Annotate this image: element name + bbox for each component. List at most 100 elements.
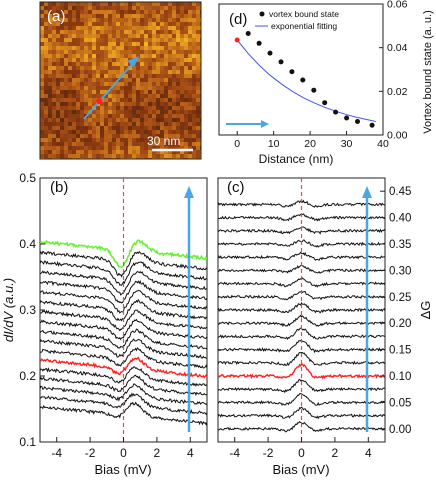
stm-pixel [140,122,144,126]
stm-pixel [84,106,88,110]
stm-pixel [152,54,156,58]
stm-pixel [108,138,112,142]
spectrum-curve [40,328,207,350]
stm-pixel [192,6,196,10]
stm-pixel [140,118,144,122]
stm-pixel [80,6,84,10]
stm-pixel [140,6,144,10]
stm-pixel [136,78,140,82]
stm-pixel [172,18,176,22]
stm-pixel [52,46,56,50]
stm-pixel [64,102,68,106]
stm-pixel [128,142,132,146]
stm-pixel [68,30,72,34]
stm-pixel [132,138,136,142]
spectrum-curve [218,302,385,314]
stm-pixel [52,10,56,14]
stm-pixel [160,70,164,74]
stm-pixel [152,106,156,110]
stm-pixel [52,106,56,110]
stm-pixel [124,90,128,94]
stm-pixel [64,38,68,42]
panel-b-xtick-label: 4 [187,446,194,460]
stm-pixel [124,110,128,114]
stm-pixel [184,118,188,122]
stm-pixel [80,14,84,18]
stm-pixel [148,78,152,82]
stm-pixel [76,18,80,22]
stm-pixel [120,58,124,62]
stm-pixel [160,142,164,146]
stm-pixel [52,38,56,42]
stm-pixel [180,118,184,122]
stm-pixel [152,30,156,34]
stm-pixel [116,130,120,134]
stm-pixel [64,66,68,70]
stm-pixel [176,98,180,102]
stm-pixel [84,6,88,10]
stm-pixel [164,98,168,102]
stm-pixel [172,110,176,114]
stm-pixel [60,110,64,114]
stm-pixel [140,110,144,114]
stm-map [40,2,201,159]
stm-pixel [136,54,140,58]
stm-pixel [184,138,188,142]
stm-pixel [92,46,96,50]
stm-pixel [148,114,152,118]
stm-pixel [136,70,140,74]
stm-pixel [144,138,148,142]
stm-pixel [140,134,144,138]
stm-pixel [172,150,176,154]
stm-pixel [184,54,188,58]
stm-pixel [68,14,72,18]
stm-pixel [40,26,44,30]
stm-pixel [104,98,108,102]
stm-pixel [108,102,112,106]
stm-pixel [68,34,72,38]
stm-pixel [84,54,88,58]
stm-pixel [160,18,164,22]
stm-pixel [96,150,100,154]
stm-pixel [108,142,112,146]
stm-pixel [128,114,132,118]
stm-pixel [96,2,100,6]
stm-pixel [96,110,100,114]
stm-pixel [192,46,196,50]
stm-pixel [40,2,44,6]
stm-pixel [72,114,76,118]
stm-pixel [56,2,60,6]
stm-pixel [104,134,108,138]
stm-pixel [164,90,168,94]
stm-pixel [64,82,68,86]
stm-pixel [128,122,132,126]
stm-pixel [68,42,72,46]
stm-pixel [40,86,44,90]
stm-pixel [112,142,116,146]
panel-d-xlabel: Distance (nm) [259,152,334,166]
stm-pixel [168,46,172,50]
stm-pixel [52,102,56,106]
stm-pixel [148,46,152,50]
stm-pixel [40,14,44,18]
stm-pixel [148,122,152,126]
stm-pixel [72,58,76,62]
stm-pixel [104,42,108,46]
stm-pixel [56,94,60,98]
panel-b-ylabel: dI/dV (a.u.) [1,278,16,342]
stm-pixel [184,30,188,34]
stm-pixel [88,2,92,6]
stm-pixel [104,126,108,130]
stm-pixel [156,6,160,10]
stm-pixel [192,130,196,134]
stm-pixel [196,134,200,138]
stm-pixel [60,34,64,38]
stm-pixel [84,2,88,6]
stm-pixel [72,154,76,158]
stm-pixel [156,82,160,86]
stm-pixel [40,34,44,38]
stm-pixel [112,150,116,154]
stm-pixel [112,54,116,58]
stm-pixel [124,86,128,90]
stm-pixel [196,22,200,26]
